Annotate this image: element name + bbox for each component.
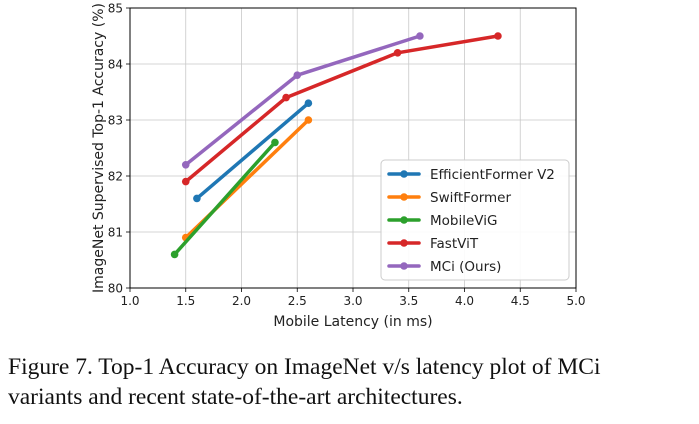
y-tick-label: 84 — [108, 58, 123, 72]
data-point — [293, 71, 302, 79]
series-line — [172, 140, 277, 257]
x-axis-label: Mobile Latency (in ms) — [273, 314, 432, 330]
series-fastvit — [181, 32, 502, 186]
data-point — [170, 250, 179, 259]
legend-marker — [400, 193, 408, 201]
x-tick-label: 5.0 — [566, 294, 585, 308]
legend-marker — [400, 262, 408, 270]
series-line — [184, 34, 422, 167]
legend-label: MobileViG — [430, 213, 497, 229]
accuracy-latency-chart: 1.0 1.5 2.0 2.5 3.0 3.5 4.0 4.5 5.0808182838485 … — [91, 2, 586, 331]
x-tick-label: 1.5 — [176, 294, 195, 308]
y-tick-label: 81 — [108, 226, 123, 240]
x-tick-label: 2.0 — [232, 294, 251, 308]
legend-marker — [400, 239, 408, 247]
legend-marker — [400, 170, 408, 178]
caption-line-1: Figure 7. Top-1 Accuracy on ImageNet v/s… — [8, 354, 601, 380]
figure-caption: Figure 7. Top-1 Accuracy on ImageNet v/s… — [8, 352, 693, 412]
legend-marker — [400, 216, 408, 224]
data-point — [494, 32, 502, 40]
y-tick-label: 85 — [108, 2, 123, 16]
y-tick-label: 83 — [108, 114, 123, 128]
legend-label: EfficientFormer V2 — [430, 167, 555, 183]
series-mci-ours — [181, 32, 424, 169]
x-tick-label: 4.5 — [511, 294, 530, 308]
axis-ticks: 1.0 1.5 2.0 2.5 3.0 3.5 4.0 4.5 5.0 80 81 82 83 84 85 — [108, 2, 586, 309]
legend-label: MCi (Ours) — [430, 259, 501, 275]
y-tick-label: 82 — [108, 170, 123, 184]
series-mobilevig — [170, 138, 279, 259]
legend-label: FastViT — [430, 236, 479, 252]
legend-box — [380, 159, 570, 281]
data-point — [393, 49, 402, 57]
series-line — [195, 101, 311, 201]
data-point — [271, 138, 279, 147]
data-point — [282, 93, 290, 102]
data-point — [181, 161, 190, 169]
data-point — [181, 177, 190, 186]
legend: EfficientFormer V2 SwiftFormer MobileViG Fa… — [380, 159, 570, 281]
y-axis-label: ImageNet Supervised Top-1 Accuracy (%) — [91, 3, 107, 293]
data-point — [304, 116, 313, 124]
data-point — [193, 194, 201, 203]
x-tick-label: 3.5 — [399, 294, 418, 308]
x-tick-label: 3.0 — [343, 294, 362, 308]
caption-line-2: variants and recent state-of-the-art arc… — [8, 384, 463, 410]
data-point — [416, 32, 424, 40]
series-efficientformer-v2 — [193, 99, 313, 203]
grid — [129, 7, 577, 289]
series-lines — [170, 32, 502, 259]
y-tick-label: 80 — [108, 282, 123, 296]
x-tick-label: 4.0 — [455, 294, 474, 308]
x-tick-label: 2.5 — [288, 294, 307, 308]
series-line — [184, 34, 500, 184]
x-tick-label: 1.0 — [120, 294, 139, 308]
legend-label: SwiftFormer — [430, 190, 511, 206]
data-point — [304, 99, 313, 107]
